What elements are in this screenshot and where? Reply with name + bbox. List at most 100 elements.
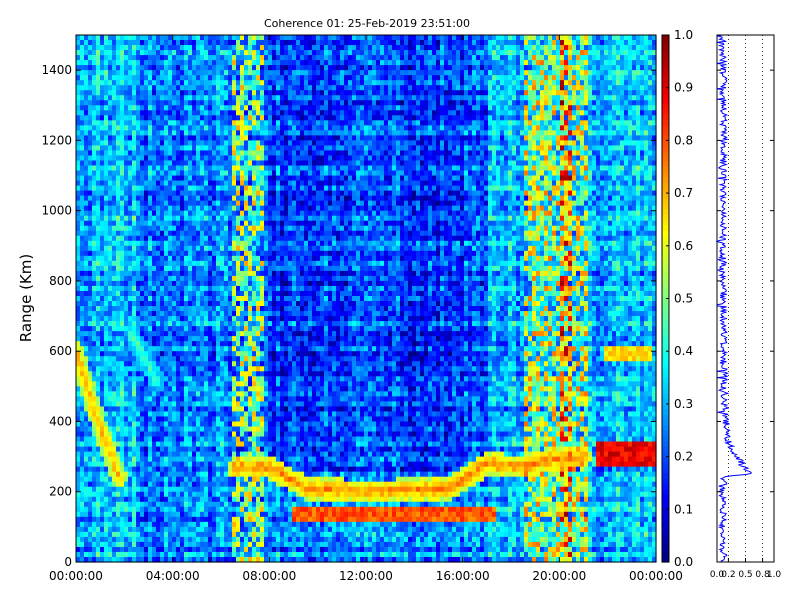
- heatmap-cell: [224, 506, 229, 513]
- heatmap-cell: [240, 80, 245, 86]
- heatmap-cell: [152, 391, 157, 397]
- heatmap-cell: [244, 406, 249, 413]
- heatmap-cell: [236, 341, 241, 347]
- heatmap-cell: [116, 531, 121, 538]
- heatmap-cell: [160, 110, 165, 116]
- heatmap-cell: [96, 486, 101, 493]
- heatmap-cell: [208, 185, 213, 192]
- heatmap-cell: [196, 401, 201, 408]
- heatmap-cell: [76, 90, 81, 96]
- heatmap-cell: [244, 70, 249, 76]
- heatmap-cell: [224, 130, 229, 136]
- heatmap-cell: [120, 476, 125, 483]
- heatmap-cell: [128, 311, 133, 317]
- heatmap-cell: [212, 285, 217, 292]
- heatmap-cell: [100, 80, 105, 86]
- heatmap-cell: [236, 85, 241, 91]
- heatmap-cell: [184, 386, 189, 392]
- heatmap-cell: [96, 75, 101, 81]
- heatmap-cell: [144, 341, 149, 347]
- heatmap-cell: [176, 205, 181, 212]
- heatmap-cell: [228, 120, 233, 126]
- heatmap-cell: [192, 316, 197, 322]
- heatmap-cell: [236, 185, 241, 192]
- heatmap-cell: [196, 70, 201, 76]
- heatmap-cell: [212, 326, 217, 332]
- heatmap-cell: [180, 280, 185, 287]
- heatmap-cell: [204, 451, 209, 458]
- heatmap-cell: [108, 546, 113, 553]
- heatmap-cell: [76, 205, 81, 212]
- heatmap-cell: [140, 386, 145, 392]
- heatmap-cell: [132, 130, 137, 136]
- heatmap-cell: [212, 391, 217, 397]
- heatmap-cell: [80, 446, 85, 453]
- heatmap-cell: [96, 491, 101, 498]
- heatmap-cell: [108, 521, 113, 528]
- heatmap-cell: [180, 150, 185, 157]
- heatmap-cell: [168, 336, 173, 342]
- heatmap-cell: [152, 426, 157, 433]
- heatmap-cell: [244, 280, 249, 287]
- heatmap-cell: [136, 240, 141, 247]
- heatmap-cell: [180, 35, 185, 41]
- heatmap-cell: [252, 486, 257, 493]
- heatmap-cell: [200, 341, 205, 347]
- heatmap-cell: [224, 431, 229, 438]
- heatmap-cell: [208, 80, 213, 86]
- heatmap-cell: [128, 75, 133, 81]
- heatmap-cell: [92, 521, 97, 528]
- heatmap-cell: [260, 306, 265, 312]
- heatmap-cell: [260, 120, 265, 126]
- heatmap-cell: [132, 451, 137, 458]
- heatmap-cell: [248, 386, 253, 392]
- heatmap-cell: [156, 160, 161, 167]
- heatmap-cell: [228, 336, 233, 342]
- heatmap-cell: [104, 190, 109, 197]
- heatmap-cell: [184, 85, 189, 91]
- heatmap-cell: [208, 316, 213, 322]
- heatmap-cell: [232, 135, 237, 141]
- heatmap-cell: [116, 421, 121, 428]
- heatmap-cell: [172, 436, 177, 443]
- heatmap-cell: [244, 541, 249, 548]
- heatmap-cell: [132, 265, 137, 272]
- heatmap-cell: [100, 451, 105, 458]
- heatmap-cell: [196, 165, 201, 172]
- heatmap-cell: [260, 401, 265, 408]
- heatmap-cell: [244, 471, 249, 478]
- heatmap-cell: [148, 531, 153, 538]
- heatmap-cell: [192, 265, 197, 272]
- heatmap-cell: [212, 501, 217, 508]
- heatmap-cell: [232, 140, 237, 147]
- heatmap-cell: [172, 481, 177, 488]
- heatmap-cell: [76, 130, 81, 136]
- heatmap-cell: [244, 210, 249, 217]
- heatmap-cell: [84, 351, 89, 357]
- heatmap-cell: [156, 170, 161, 177]
- heatmap-cell: [220, 80, 225, 86]
- heatmap-cell: [232, 416, 237, 423]
- heatmap-cell: [248, 401, 253, 408]
- heatmap-cell: [112, 341, 117, 347]
- heatmap-cell: [108, 556, 113, 563]
- heatmap-cell: [248, 40, 253, 46]
- heatmap-cell: [76, 311, 81, 317]
- heatmap-cell: [88, 45, 93, 51]
- heatmap-cell: [132, 90, 137, 96]
- heatmap-cell: [184, 180, 189, 187]
- heatmap-cell: [196, 75, 201, 81]
- heatmap-cell: [128, 491, 133, 498]
- heatmap-cell: [76, 371, 81, 377]
- heatmap-cell: [196, 396, 201, 402]
- heatmap-cell: [208, 230, 213, 237]
- heatmap-cell: [176, 416, 181, 423]
- heatmap-cell: [240, 451, 245, 458]
- heatmap-cell: [144, 416, 149, 423]
- heatmap-cell: [236, 255, 241, 262]
- heatmap-cell: [240, 145, 245, 152]
- heatmap-cell: [204, 105, 209, 111]
- heatmap-cell: [220, 536, 225, 543]
- heatmap-cell: [252, 190, 257, 197]
- heatmap-cell: [104, 170, 109, 177]
